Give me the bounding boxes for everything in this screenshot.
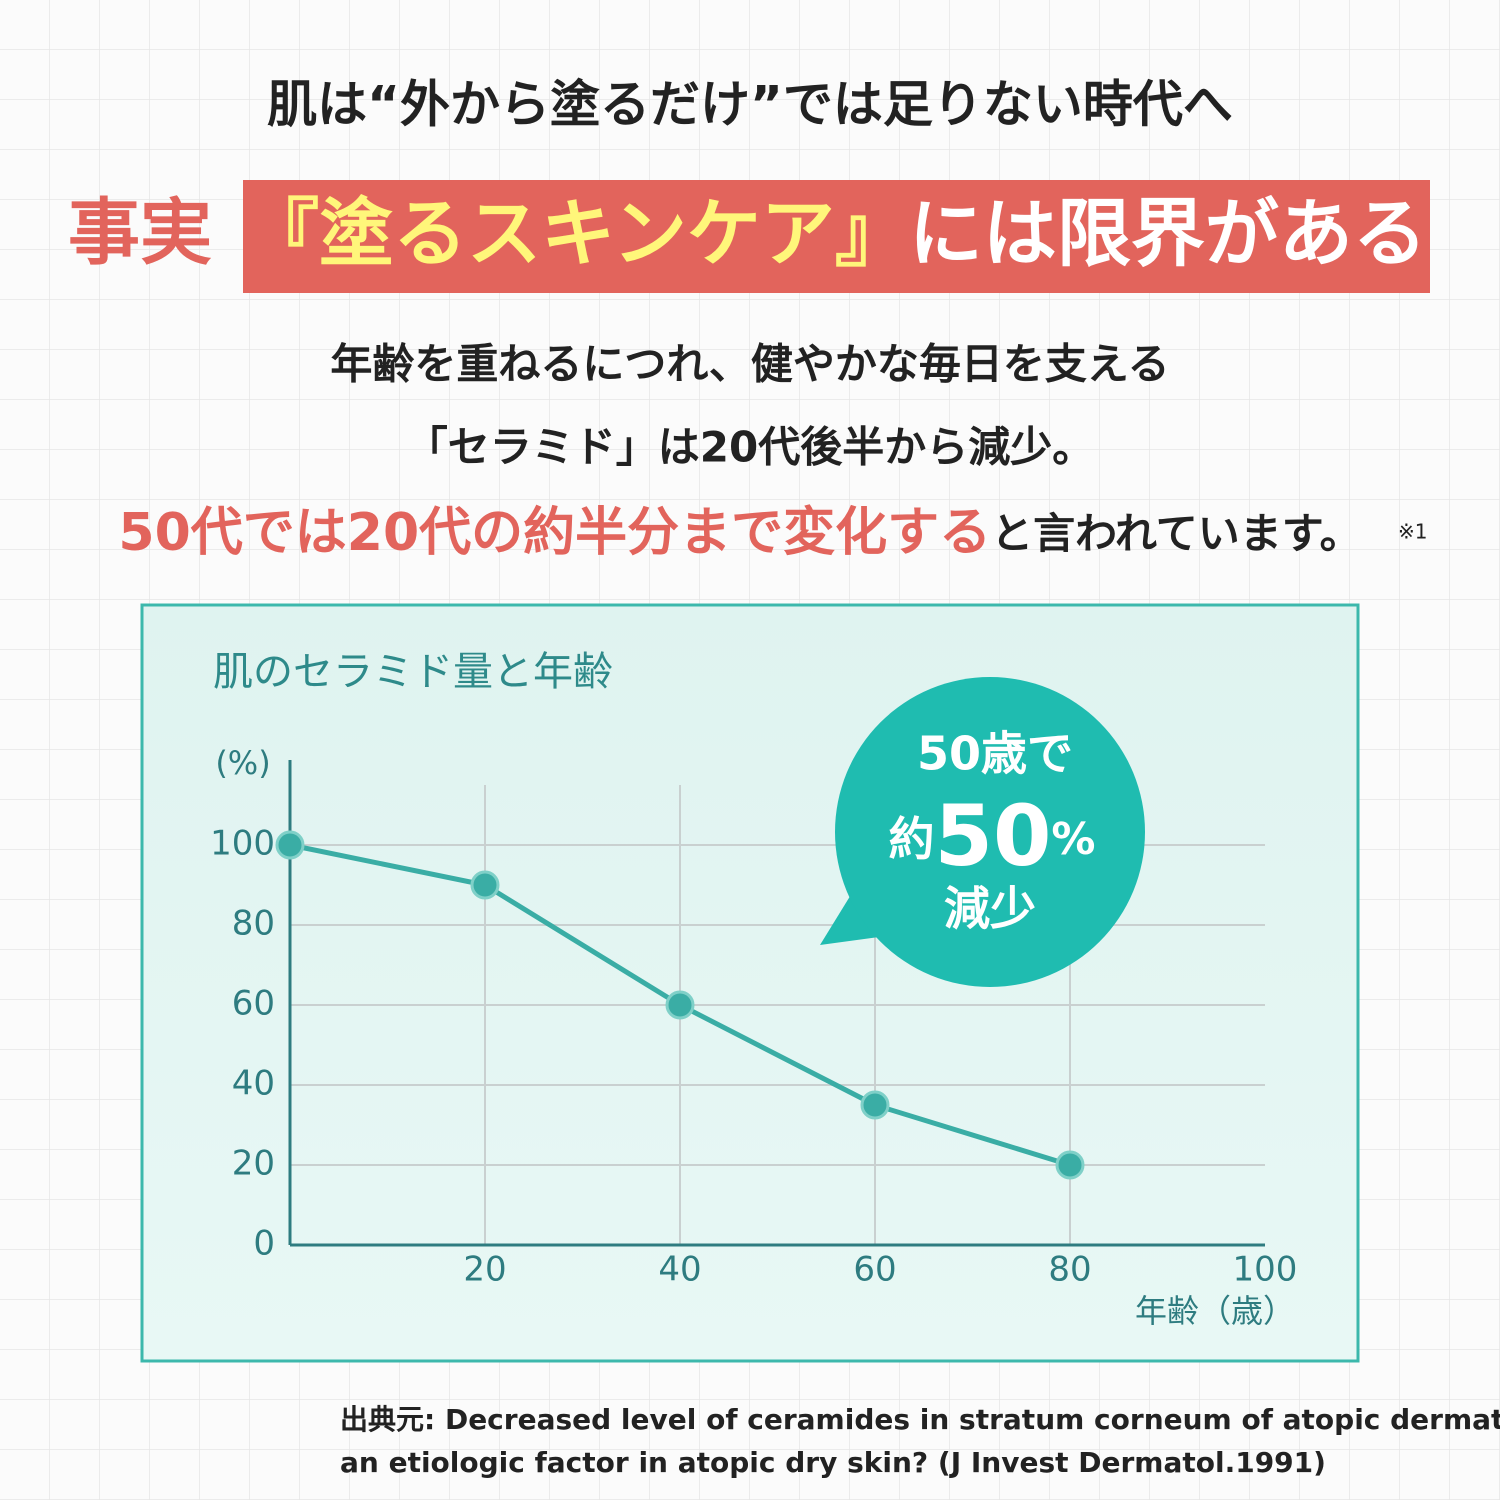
x-axis-label: 年齢（歳） [1135, 1292, 1295, 1330]
lead: 肌は“外から塗るだけ”では足りない時代へ [267, 76, 1233, 134]
chart-panel [140, 603, 1360, 1363]
x-tick-label: 60 [853, 1250, 896, 1290]
banner-rest: には限界がある [909, 191, 1427, 277]
data-point [275, 830, 305, 860]
source: 出典元: Decreased level of ceramides in str… [340, 1403, 1500, 1436]
emphasis-line: 50代では20代の約半分まで変化すると言われています。 [118, 503, 1361, 563]
callout-line: 減少 [944, 882, 1036, 936]
callout-number: 50 [935, 787, 1052, 885]
y-tick-label: 100 [210, 824, 275, 864]
y-tick-label: 60 [232, 984, 275, 1024]
emphasis: 50代では20代の約半分まで変化する [118, 503, 991, 563]
y-axis-label: (%) [215, 744, 270, 782]
y-tick-label: 40 [232, 1064, 275, 1104]
footnote-mark: ※1 [1398, 520, 1427, 544]
data-point [470, 870, 500, 900]
data-point [665, 990, 695, 1020]
fact-label: 事実 [68, 191, 212, 275]
x-tick-label: 100 [1233, 1250, 1298, 1290]
callout-unit: % [1051, 814, 1095, 865]
banner-highlight: 『塗るスキンケア』 [245, 191, 909, 277]
callout-main: 約50% [889, 787, 1096, 885]
data-point [860, 1090, 890, 1120]
x-tick-label: 80 [1048, 1250, 1091, 1290]
source: an etiologic factor in atopic dry skin? … [340, 1446, 1326, 1479]
body-line: 年齢を重ねるにつれ、健やかな毎日を支える [330, 340, 1169, 389]
data-point [1055, 1150, 1085, 1180]
y-tick-label: 20 [232, 1144, 275, 1184]
callout-line: 50歳で [917, 727, 1073, 781]
callout-prefix: 約 [889, 812, 935, 866]
callout: 50歳で 約50% 減少 [820, 677, 1145, 987]
callout-bubble [835, 677, 1145, 987]
body-line: 「セラミド」は20代後半から減少。 [406, 423, 1094, 472]
chart-title: 肌のセラミド量と年齢 [213, 649, 613, 695]
banner [243, 180, 1430, 293]
x-tick-label: 20 [463, 1250, 506, 1290]
banner-text: 『塗るスキンケア』には限界がある [245, 191, 1427, 277]
x-tick-label: 40 [658, 1250, 701, 1290]
emphasis-rest: と言われています。 [991, 509, 1361, 558]
y-tick-label: 0 [253, 1224, 275, 1264]
y-tick-label: 80 [232, 904, 275, 944]
